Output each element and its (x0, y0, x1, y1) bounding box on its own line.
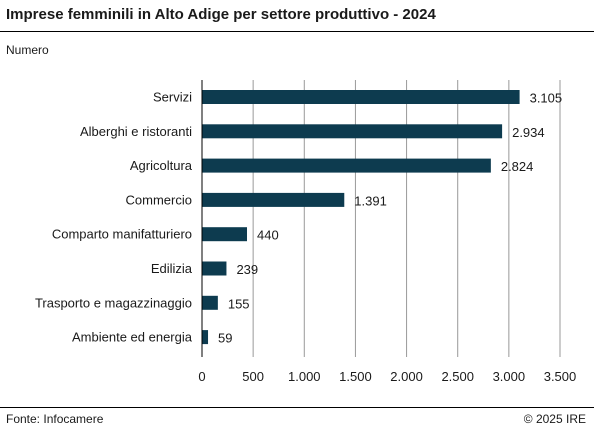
bar (202, 124, 503, 139)
x-tick-label: 2.500 (441, 369, 474, 384)
value-label: 155 (228, 296, 250, 311)
value-label: 2.934 (512, 125, 545, 140)
bar (202, 90, 520, 104)
gridlines (252, 80, 561, 357)
chart-subtitle: Numero (6, 43, 49, 57)
value-label: 440 (257, 228, 279, 243)
category-label: Agricoltura (130, 158, 193, 173)
x-tick-label: 0 (198, 369, 205, 384)
header-rule (0, 31, 594, 32)
bar (202, 330, 209, 345)
bar (202, 295, 218, 310)
value-label: 1.391 (354, 193, 387, 208)
x-tick-label: 3.500 (544, 369, 577, 384)
x-tick-label: 1.000 (288, 369, 321, 384)
value-label: 239 (236, 262, 258, 277)
category-label: Edilizia (151, 261, 193, 276)
bars (202, 90, 520, 345)
x-tick-label: 500 (242, 369, 264, 384)
value-label: 59 (218, 331, 232, 346)
bar (202, 192, 345, 207)
bar (202, 158, 491, 173)
x-tick-label: 2.000 (390, 369, 423, 384)
value-label: 3.105 (530, 91, 563, 106)
category-label: Alberghi e ristoranti (80, 124, 192, 139)
value-label: 2.824 (501, 159, 534, 174)
category-label: Commercio (126, 192, 192, 207)
bar (202, 261, 227, 276)
value-labels: 3.105 2.934 2.824 1.391 440 239 155 59 (218, 91, 562, 346)
chart-title: Imprese femminili in Alto Adige per sett… (6, 6, 436, 23)
bar-chart: Servizi Alberghi e ristoranti Agricoltura C… (35, 80, 576, 384)
category-label: Servizi (153, 90, 192, 105)
x-tick-label: 3.000 (493, 369, 526, 384)
source-note: Fonte: Infocamere (6, 412, 104, 426)
x-tick-label: 1.500 (339, 369, 372, 384)
category-label: Ambiente ed energia (72, 330, 193, 345)
category-label: Trasporto e magazzinaggio (35, 295, 192, 310)
x-tick-labels: 0 500 1.000 1.500 2.000 2.500 3.000 3.500 (198, 369, 576, 384)
copyright-note: © 2025 IRE (523, 412, 586, 426)
category-label: Comparto manifatturiero (52, 227, 192, 242)
bar (202, 227, 248, 242)
category-labels: Servizi Alberghi e ristoranti Agricoltura C… (35, 90, 193, 345)
footer-rule (0, 407, 594, 408)
